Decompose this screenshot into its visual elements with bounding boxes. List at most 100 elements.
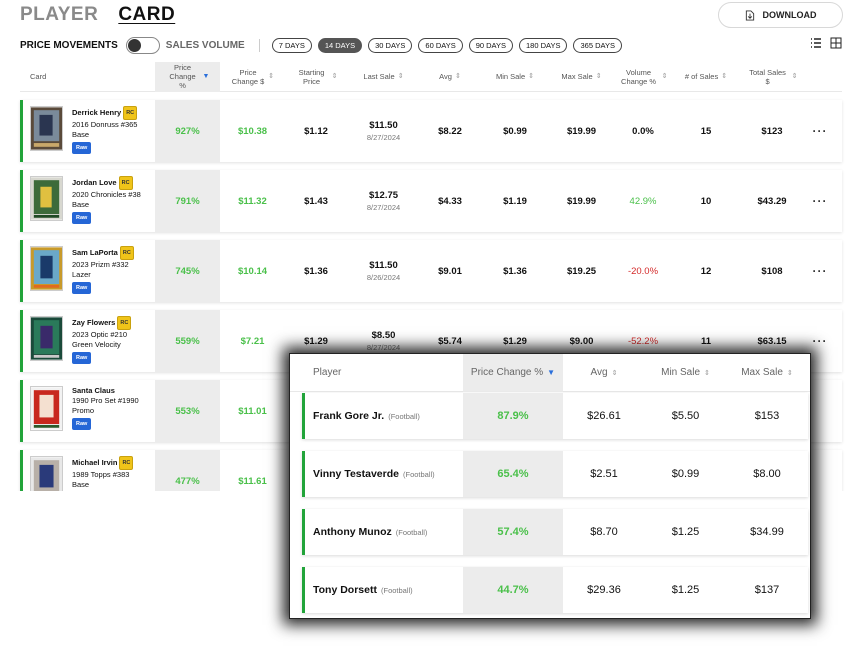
more-options-icon[interactable]: ··· [812,334,828,348]
sales-volume-label[interactable]: SALES VOLUME [165,39,245,51]
table-row[interactable]: Derrick Henry RC 2016 Donruss #365 Base R… [20,100,842,162]
th-starting-price[interactable]: Starting Price ⇕ [298,67,338,86]
cell-max-sale: $9.00 [569,335,594,347]
player-name[interactable]: Anthony Munoz (Football) [313,526,428,538]
cell-total-sales: $108 [761,265,783,277]
player-name[interactable]: Jordan Love [72,177,117,187]
page-header: PLAYER CARD [20,4,175,26]
player-name[interactable]: Frank Gore Jr. (Football) [313,410,420,422]
cell-last-sale: $11.50 8/26/2024 [366,260,401,282]
sort-icon: ⇕ [661,73,668,80]
range-60-days[interactable]: 60 DAYS [418,37,463,53]
cell-max-sale: $34.99 [750,526,784,538]
cell-starting-price: $1.12 [304,125,328,137]
more-options-icon[interactable]: ··· [812,194,828,208]
card-variant: Base [72,200,90,209]
card-thumbnail[interactable] [30,176,63,221]
table-row[interactable]: Vinny Testaverde (Football) 65.4% $2.51 $… [302,451,808,497]
card-cell: Sam LaPorta RC 2023 Prizm #332 Lazer Raw [20,240,155,302]
player-table-popup: Player Price Change % ▼ Avg ⇕ Min Sale ⇕ Ma… [289,353,811,619]
cell-price-change-pct: 553% [155,380,220,442]
table-header: Card Price Change % ▼ Price Change $ ⇕ Sta… [20,61,842,92]
row-accent-bar [302,393,305,439]
table-row[interactable]: Tony Dorsett (Football) 44.7% $29.36 $1.2… [302,567,808,613]
cell-starting-price: $1.36 [304,265,328,277]
th-max-sale[interactable]: Max Sale ⇕ [741,367,793,378]
th-avg[interactable]: Avg ⇕ [439,72,461,81]
th-total-sales[interactable]: Total Sales $ ⇕ [749,67,798,86]
table-row[interactable]: Anthony Munoz (Football) 57.4% $8.70 $1.2… [302,509,808,555]
th-volume-change[interactable]: Volume Change % ⇕ [621,67,668,86]
th-price-change-usd[interactable]: Price Change $ ⇕ [231,67,274,86]
cell-num-sales: 10 [700,195,712,207]
player-name[interactable]: Sam LaPorta [72,247,118,257]
th-last-sale[interactable]: Last Sale ⇕ [363,72,404,81]
sort-icon: ⇕ [397,73,404,80]
card-thumbnail[interactable] [30,386,63,431]
more-options-icon[interactable]: ··· [812,124,828,138]
range-90-days[interactable]: 90 DAYS [468,37,514,53]
card-cell: Jordan Love RC 2020 Chronicles #38 Base R… [20,170,155,232]
cell-max-sale: $19.99 [566,125,597,137]
cell-volume-change: -20.0% [627,265,659,277]
cell-avg: $8.22 [438,125,462,137]
mode-toggle[interactable] [125,36,160,54]
th-min-sale[interactable]: Min Sale ⇕ [495,72,535,81]
view-switcher [810,37,842,49]
player-name[interactable]: Derrick Henry [72,107,122,117]
row-accent-bar [20,310,23,372]
player-name[interactable]: Tony Dorsett (Football) [313,584,413,596]
th-max-sale[interactable]: Max Sale ⇕ [561,72,602,81]
price-movements-label[interactable]: PRICE MOVEMENTS [20,39,118,51]
range-180-days[interactable]: 180 DAYS [519,37,568,53]
rc-badge: RC [117,316,132,330]
cell-avg: $5.74 [438,335,462,347]
download-button[interactable]: DOWNLOAD [718,2,843,28]
grid-view-icon[interactable] [830,37,842,49]
sort-icon: ⇕ [786,369,793,377]
player-name[interactable]: Zay Flowers [72,317,116,327]
sort-desc-icon: ▼ [202,73,210,80]
card-thumbnail[interactable] [30,106,63,151]
cell-min-sale: $1.19 [503,195,527,207]
th-price-change-pct[interactable]: Price Change % ▼ [463,353,563,392]
list-view-icon[interactable] [810,37,822,49]
download-label: DOWNLOAD [762,10,817,20]
range-14-days[interactable]: 14 DAYS [317,37,363,53]
tab-player[interactable]: PLAYER [20,4,99,25]
th-card[interactable]: Card [30,72,47,81]
cell-last-sale: $8.50 8/27/2024 [366,330,401,352]
cell-starting-price: $1.43 [304,195,328,207]
card-cell: Santa Claus 1990 Pro Set #1990 Promo Raw [20,380,155,442]
grade-badge: Raw [72,282,92,294]
cell-price-change-pct: 791% [155,170,220,232]
th-player[interactable]: Player [313,367,342,378]
card-thumbnail[interactable] [30,246,63,291]
tab-card[interactable]: CARD [118,4,176,25]
th-num-sales[interactable]: # of Sales ⇕ [684,72,728,81]
cell-price-change-pct: 745% [155,240,220,302]
th-price-change-pct[interactable]: Price Change % ▼ [155,61,220,92]
cell-price-change-usd: $11.32 [238,195,267,207]
th-avg[interactable]: Avg ⇕ [590,367,618,378]
range-30-days[interactable]: 30 DAYS [368,37,413,53]
card-cell: Zay Flowers RC 2023 Optic #210 Green Velo… [20,310,155,372]
player-name[interactable]: Santa Claus [72,386,115,395]
cell-total-sales: $43.29 [757,195,787,207]
row-accent-bar [20,380,23,442]
toggle-knob [127,38,141,52]
player-name[interactable]: Vinny Testaverde (Football) [313,468,435,480]
th-min-sale[interactable]: Min Sale ⇕ [661,367,710,378]
more-options-icon[interactable]: ··· [812,264,828,278]
table-row[interactable]: Sam LaPorta RC 2023 Prizm #332 Lazer Raw … [20,240,842,302]
player-name[interactable]: Michael Irvin [72,457,118,467]
range-365-days[interactable]: 365 DAYS [573,37,622,53]
card-set: 2016 Donruss #365 [72,120,138,129]
cell-last-sale: $11.50 8/27/2024 [366,120,401,142]
popup-rows: Frank Gore Jr. (Football) 87.9% $26.61 $5… [290,393,810,613]
range-7-days[interactable]: 7 DAYS [271,37,312,53]
table-row[interactable]: Frank Gore Jr. (Football) 87.9% $26.61 $5… [302,393,808,439]
table-row[interactable]: Jordan Love RC 2020 Chronicles #38 Base R… [20,170,842,232]
card-cell: Derrick Henry RC 2016 Donruss #365 Base R… [20,100,155,162]
card-thumbnail[interactable] [30,316,63,361]
